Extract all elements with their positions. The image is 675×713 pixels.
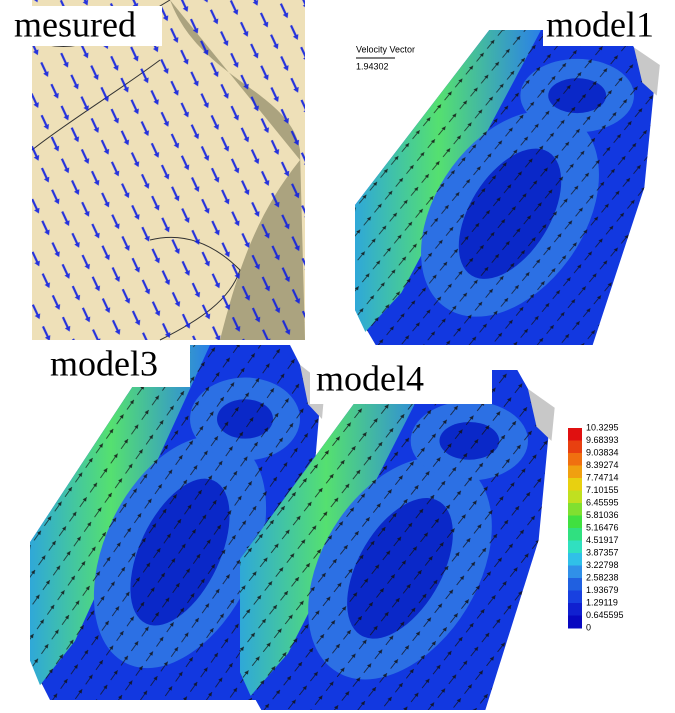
colorbar-segment (568, 528, 582, 541)
panel-label: model4 (316, 358, 424, 398)
colorbar-segment (568, 441, 582, 454)
colorbar-segment (568, 453, 582, 466)
colorbar-label: 0 (586, 622, 591, 632)
colorbar-label: 7.74714 (586, 472, 619, 482)
colorbar-segment (568, 503, 582, 516)
colorbar-label: 3.22798 (586, 560, 619, 570)
colorbar-segment (568, 516, 582, 529)
panel-label: model1 (546, 4, 654, 44)
measured-panel (32, 0, 305, 340)
colorbar-segment (568, 541, 582, 554)
colorbar-label: 2.58238 (586, 572, 619, 582)
vector-label: Velocity Vector (356, 44, 415, 54)
colorbar-segment (568, 603, 582, 616)
colorbar-segment (568, 591, 582, 604)
colorbar-segment (568, 616, 582, 629)
colorbar-label: 7.10155 (586, 485, 619, 495)
colorbar-label: 0.645595 (586, 610, 624, 620)
colorbar-label: 10.3295 (586, 422, 619, 432)
colorbar-label: 4.51917 (586, 535, 619, 545)
model1-panel (355, 30, 660, 345)
colorbar-segment (568, 566, 582, 579)
panel-label: mesured (14, 4, 136, 44)
colorbar-segment (568, 578, 582, 591)
colorbar-label: 1.93679 (586, 585, 619, 595)
figure: mesured model1 Velocity Vector 1.94302 m… (0, 0, 675, 713)
colorbar-segment (568, 553, 582, 566)
colorbar-label: 9.03834 (586, 447, 619, 457)
colorbar-segment (568, 478, 582, 491)
colorbar-label: 5.16476 (586, 522, 619, 532)
colorbar-segment (568, 491, 582, 504)
colorbar: 10.3295 9.68393 9.03834 8.39274 7.74714 7.101… (568, 422, 624, 632)
colorbar-label: 1.29119 (586, 597, 618, 607)
colorbar-label: 8.39274 (586, 460, 619, 470)
colorbar-segment (568, 428, 582, 441)
colorbar-label: 3.87357 (586, 547, 619, 557)
colorbar-label: 5.81036 (586, 510, 619, 520)
colorbar-segment (568, 466, 582, 479)
vector-value: 1.94302 (356, 61, 389, 71)
panel-label: model3 (50, 343, 158, 383)
colorbar-label: 9.68393 (586, 435, 619, 445)
colorbar-label: 6.45595 (586, 497, 619, 507)
